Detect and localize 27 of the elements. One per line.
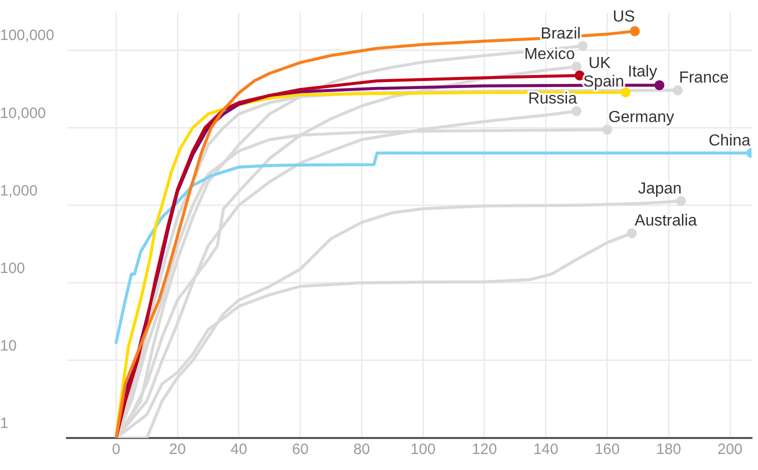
x-tick-label: 100 bbox=[410, 441, 436, 458]
y-tick-label: 1,000 bbox=[0, 182, 38, 200]
series-label: Japan bbox=[638, 180, 682, 198]
x-tick-label: 120 bbox=[472, 441, 497, 458]
y-tick-label: 1 bbox=[0, 415, 8, 432]
series-label: Germany bbox=[608, 109, 674, 126]
x-tick-label: 140 bbox=[533, 441, 558, 458]
y-tick-label: 10 bbox=[0, 338, 17, 355]
x-tick-label: 180 bbox=[656, 441, 682, 458]
x-tick-label: 0 bbox=[112, 441, 120, 458]
series-label: Italy bbox=[628, 64, 658, 81]
series-label: China bbox=[708, 132, 750, 150]
x-tick-label: 80 bbox=[353, 441, 370, 458]
x-tick-label: 160 bbox=[594, 441, 620, 458]
y-tick-label: 10,000 bbox=[0, 104, 46, 122]
series-label: UK bbox=[588, 54, 612, 72]
series-label: France bbox=[678, 70, 729, 87]
x-tick-label: 40 bbox=[230, 441, 248, 458]
series-label: Mexico bbox=[524, 46, 575, 64]
series-label: US bbox=[612, 8, 635, 26]
y-tick-label: 100,000 bbox=[0, 27, 54, 44]
x-tick-label: 200 bbox=[718, 441, 743, 458]
x-tick-label: 60 bbox=[292, 441, 309, 458]
series-label: Australia bbox=[634, 212, 698, 230]
x-tick-label: 20 bbox=[169, 441, 186, 458]
y-tick-label: 100 bbox=[0, 260, 26, 277]
series-label: Russia bbox=[528, 90, 578, 108]
